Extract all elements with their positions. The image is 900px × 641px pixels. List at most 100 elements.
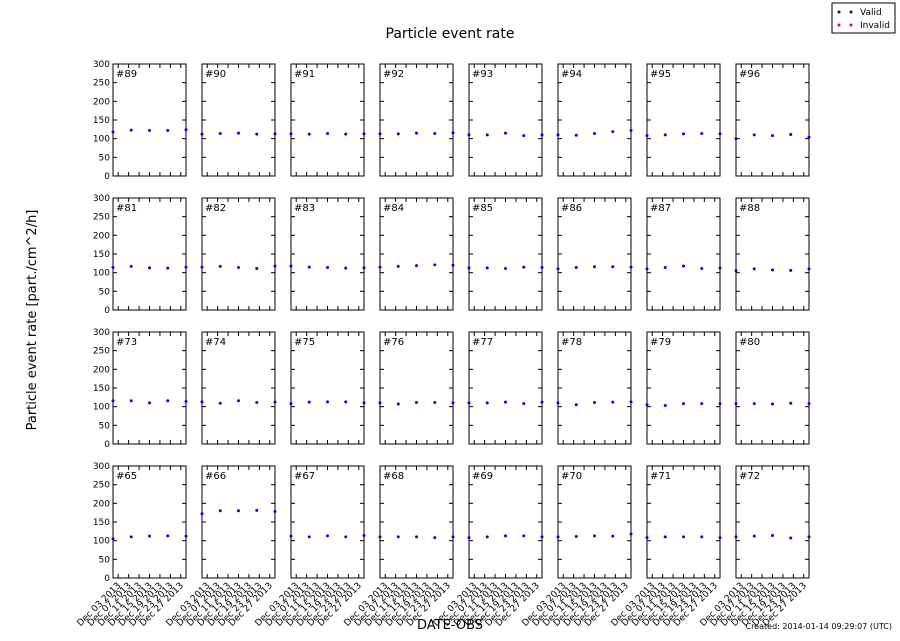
data-point (645, 536, 649, 540)
panel-frame (379, 465, 454, 579)
panel-label: #96 (739, 69, 760, 80)
y-tick-label: 50 (99, 153, 111, 163)
data-point (771, 533, 774, 537)
data-point (752, 267, 756, 271)
data-point (326, 400, 329, 404)
panel-label: #82 (205, 203, 226, 214)
data-point (682, 264, 685, 268)
legend-marker (849, 10, 853, 14)
legend-marker (837, 10, 841, 14)
data-point (433, 263, 437, 267)
data-point (485, 266, 489, 270)
data-point (682, 535, 685, 539)
y-tick-label: 100 (93, 537, 110, 547)
y-tick-label: 200 (93, 97, 110, 107)
data-point (415, 401, 418, 405)
data-point (504, 400, 507, 404)
panel-label: #74 (205, 337, 226, 348)
y-tick-label: 300 (93, 462, 110, 472)
panel-label: #79 (650, 337, 671, 348)
data-point (326, 131, 329, 135)
panel-frame (290, 331, 365, 445)
data-point (593, 534, 596, 538)
data-point (378, 535, 382, 539)
data-point (200, 265, 204, 269)
data-point (362, 132, 366, 136)
data-point (574, 403, 578, 407)
data-point (289, 534, 293, 538)
data-point (111, 399, 115, 403)
data-point (574, 535, 578, 539)
data-point (166, 399, 170, 403)
y-tick-label: 100 (93, 403, 110, 413)
y-tick-label: 100 (93, 269, 110, 279)
data-point (451, 131, 455, 135)
data-point (289, 264, 293, 268)
data-point (362, 266, 366, 270)
data-point (184, 128, 188, 132)
data-point (166, 534, 170, 538)
data-point (522, 134, 526, 138)
panel-label: #80 (739, 337, 760, 348)
data-point (218, 509, 222, 513)
data-point (467, 266, 471, 270)
panel-frame (290, 465, 365, 579)
data-point (663, 133, 667, 137)
data-point (326, 534, 329, 538)
panel-label: #90 (205, 69, 226, 80)
data-point (593, 131, 596, 135)
data-point (344, 132, 348, 136)
panel-label: #77 (472, 337, 493, 348)
data-point (611, 534, 615, 538)
data-point (789, 268, 793, 272)
data-point (611, 265, 615, 269)
data-point (663, 404, 667, 408)
panel-frame (201, 465, 276, 579)
panel-frame (468, 465, 543, 579)
data-point (556, 535, 560, 539)
chart-title: Particle event rate (386, 26, 515, 42)
panel-frame (468, 331, 543, 445)
panel-frame (201, 331, 276, 445)
data-point (451, 401, 455, 405)
y-tick-label: 150 (93, 116, 110, 126)
data-point (734, 269, 738, 273)
panel-frame (646, 197, 721, 311)
panel-label: #95 (650, 69, 671, 80)
data-point (700, 131, 704, 135)
data-point (378, 401, 382, 405)
panel-frame (112, 331, 187, 445)
data-point (378, 132, 382, 136)
data-point (504, 534, 507, 538)
data-point (611, 130, 615, 134)
data-point (273, 510, 277, 514)
panel-label: #71 (650, 471, 671, 482)
data-point (200, 400, 204, 404)
panel-label: #75 (294, 337, 315, 348)
data-point (307, 265, 311, 269)
x-axis-label: DATE-OBS (417, 618, 483, 633)
panel-label: #66 (205, 471, 226, 482)
data-point (789, 536, 793, 540)
data-point (451, 535, 455, 539)
data-point (184, 399, 188, 403)
data-point (255, 508, 259, 512)
data-point (344, 400, 348, 404)
data-point (237, 509, 240, 513)
data-point (111, 265, 115, 269)
data-point (148, 534, 151, 538)
panel-label: #81 (116, 203, 137, 214)
panel-label: #87 (650, 203, 671, 214)
panel-frame (112, 63, 187, 177)
data-point (540, 133, 544, 137)
panel-frame (557, 465, 632, 579)
y-tick-label: 0 (104, 172, 110, 182)
data-point (771, 402, 774, 406)
data-point (129, 535, 133, 539)
panel-frame (646, 465, 721, 579)
panel-label: #92 (383, 69, 404, 80)
data-point (396, 132, 400, 136)
data-point (645, 403, 649, 407)
data-point (255, 267, 259, 271)
data-point (682, 402, 685, 406)
